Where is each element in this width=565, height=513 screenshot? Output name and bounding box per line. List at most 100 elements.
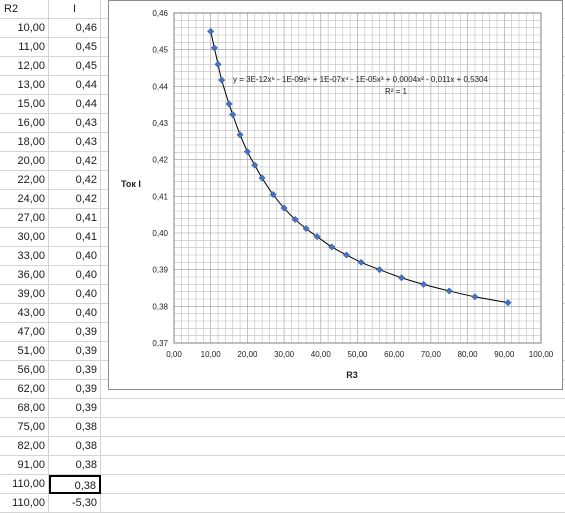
- data-point: [218, 76, 226, 84]
- cell-i[interactable]: 0,39: [49, 380, 101, 399]
- y-tick-label: 0,39: [152, 266, 168, 275]
- data-point: [280, 204, 288, 212]
- x-axis-label: R3: [346, 370, 358, 380]
- cell-r2[interactable]: 110,00: [0, 494, 49, 513]
- trendline-equation: y = 3E-12x⁶ - 1E-09x⁵ + 1E-07x⁴ - 1E-05x…: [233, 75, 488, 84]
- cell-r2[interactable]: 51,00: [0, 342, 49, 361]
- x-tick-label: 50,00: [347, 350, 368, 359]
- cell-r2[interactable]: 15,00: [0, 95, 49, 114]
- r-squared-label: R² = 1: [385, 87, 408, 96]
- cell-r2[interactable]: 36,00: [0, 266, 49, 285]
- cell-r2[interactable]: 56,00: [0, 361, 49, 380]
- data-point: [375, 266, 384, 274]
- chart-gridlines: [173, 12, 542, 344]
- cell-i[interactable]: 0,43: [49, 114, 101, 133]
- cell-r2[interactable]: 10,00: [0, 19, 49, 38]
- cell-i[interactable]: 0,39: [49, 399, 101, 418]
- empty-cell[interactable]: [101, 494, 565, 513]
- cell-r2[interactable]: 20,00: [0, 152, 49, 171]
- cell-r2[interactable]: 75,00: [0, 418, 49, 437]
- cell-r2[interactable]: 18,00: [0, 133, 49, 152]
- empty-cell[interactable]: [101, 380, 565, 399]
- cell-i[interactable]: 0,45: [49, 57, 101, 76]
- cell-i[interactable]: 0,38: [49, 456, 101, 475]
- data-point: [269, 190, 277, 199]
- x-tick-label: 40,00: [311, 350, 332, 359]
- cell-i[interactable]: 0,39: [49, 323, 101, 342]
- cell-r2[interactable]: 110,00: [0, 475, 49, 494]
- data-point: [342, 251, 351, 259]
- data-point: [225, 100, 233, 108]
- y-tick-label: 0,43: [152, 119, 168, 128]
- cell-i[interactable]: 0,38: [49, 437, 101, 456]
- cell-i[interactable]: 0,41: [49, 228, 101, 247]
- cell-i[interactable]: 0,38: [49, 418, 101, 437]
- cell-i[interactable]: 0,45: [49, 38, 101, 57]
- cell-r2[interactable]: 27,00: [0, 209, 49, 228]
- chart-area[interactable]: 0,37 0,38 0,39 0,40 0,41 0,42 0,43 0,44 0,45 0,46…: [108, 0, 563, 390]
- cell-r2[interactable]: 82,00: [0, 437, 49, 456]
- cell-r2[interactable]: 39,00: [0, 285, 49, 304]
- cell-i[interactable]: 0,39: [49, 342, 101, 361]
- data-point: [251, 161, 259, 169]
- data-point: [504, 299, 512, 307]
- cell-i[interactable]: 0,40: [49, 247, 101, 266]
- cell-i[interactable]: 0,40: [49, 285, 101, 304]
- cell-r2[interactable]: 24,00: [0, 190, 49, 209]
- y-tick-label: 0,45: [152, 46, 168, 55]
- empty-cell[interactable]: [101, 418, 565, 437]
- cell-i[interactable]: 0,40: [49, 266, 101, 285]
- data-point: [357, 258, 365, 266]
- data-point: [302, 225, 310, 233]
- cell-i[interactable]: 0,46: [49, 19, 101, 38]
- x-tick-label: 10,00: [201, 350, 222, 359]
- cell-i[interactable]: 0,44: [49, 95, 101, 114]
- x-tick-label: 70,00: [421, 350, 442, 359]
- data-points: [207, 27, 512, 307]
- x-tick-label: 90,00: [494, 350, 515, 359]
- cell-r2[interactable]: 47,00: [0, 323, 49, 342]
- data-point: [207, 27, 215, 35]
- y-tick-label: 0,42: [152, 156, 168, 165]
- data-point: [420, 280, 428, 288]
- cell-i[interactable]: 0,43: [49, 133, 101, 152]
- cell-r2[interactable]: 68,00: [0, 399, 49, 418]
- cell-r2[interactable]: 91,00: [0, 456, 49, 475]
- cell-i[interactable]: 0,39: [49, 361, 101, 380]
- x-tick-label: 30,00: [274, 350, 295, 359]
- y-tick-label: 0,46: [152, 9, 168, 18]
- table-row: 82,00 0,38: [0, 437, 565, 456]
- cell-r2[interactable]: 22,00: [0, 171, 49, 190]
- cell-i[interactable]: 0,44: [49, 76, 101, 95]
- cell-r2[interactable]: 13,00: [0, 76, 49, 95]
- y-tick-label: 0,41: [152, 192, 168, 201]
- header-cell-r2[interactable]: R2: [0, 0, 49, 19]
- cell-r2[interactable]: 12,00: [0, 57, 49, 76]
- scatter-chart: 0,37 0,38 0,39 0,40 0,41 0,42 0,43 0,44 0,45 0,46…: [121, 9, 554, 380]
- cell-r2[interactable]: 62,00: [0, 380, 49, 399]
- empty-cell[interactable]: [101, 456, 565, 475]
- y-tick-label: 0,38: [152, 302, 168, 311]
- cell-r2[interactable]: 33,00: [0, 247, 49, 266]
- cell-i[interactable]: -5,30: [49, 494, 101, 513]
- cell-i[interactable]: 0,42: [49, 171, 101, 190]
- cell-r2[interactable]: 43,00: [0, 304, 49, 323]
- cell-i[interactable]: 0,38: [49, 475, 101, 494]
- empty-cell[interactable]: [101, 437, 565, 456]
- data-point: [229, 111, 237, 119]
- x-tick-label: 0,00: [166, 350, 182, 359]
- cell-r2[interactable]: 11,00: [0, 38, 49, 57]
- cell-i[interactable]: 0,42: [49, 152, 101, 171]
- cell-i[interactable]: 0,42: [49, 190, 101, 209]
- cell-i[interactable]: 0,40: [49, 304, 101, 323]
- x-tick-label: 20,00: [237, 350, 258, 359]
- cell-i[interactable]: 0,41: [49, 209, 101, 228]
- data-point: [313, 233, 321, 241]
- empty-cell[interactable]: [101, 399, 565, 418]
- empty-cell[interactable]: [101, 475, 565, 494]
- header-cell-i[interactable]: I: [49, 0, 101, 19]
- data-point: [214, 60, 222, 68]
- cell-r2[interactable]: 30,00: [0, 228, 49, 247]
- cell-r2[interactable]: 16,00: [0, 114, 49, 133]
- x-tick-label: 60,00: [384, 350, 405, 359]
